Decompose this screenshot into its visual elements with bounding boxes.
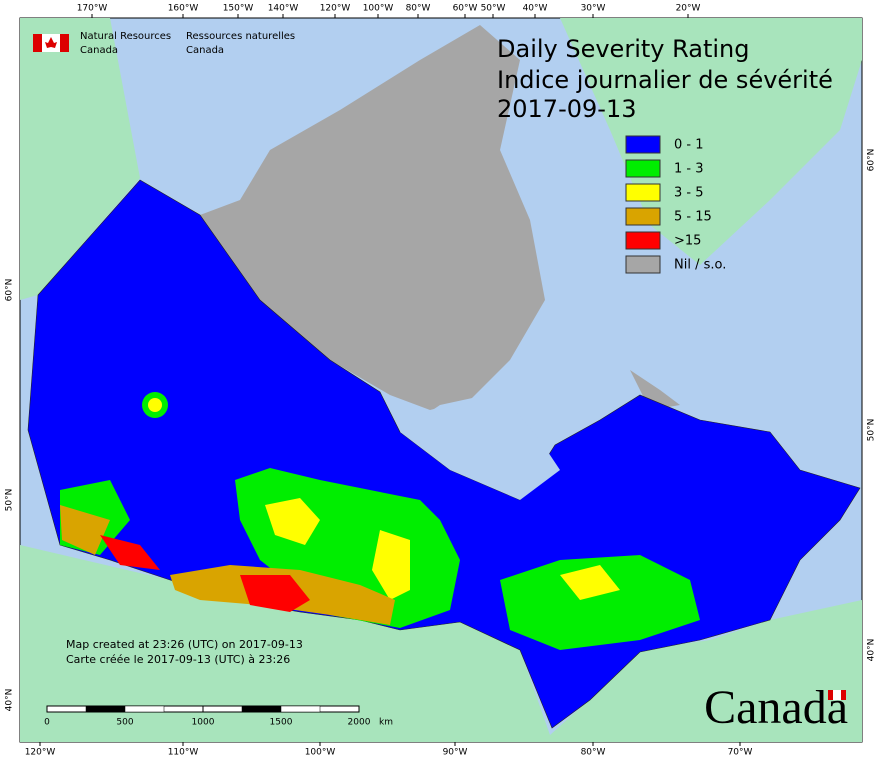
legend-swatch bbox=[625, 207, 661, 226]
legend-label: >15 bbox=[674, 234, 701, 249]
org-en: Natural Resources bbox=[80, 31, 171, 42]
longitude-label: 140°W bbox=[268, 4, 299, 14]
legend-swatch bbox=[625, 135, 661, 154]
created-en: Map created at 23:26 (UTC) on 2017-09-13 bbox=[66, 638, 303, 651]
patch-moderate bbox=[560, 565, 620, 600]
longitude-label: 50°W bbox=[481, 4, 506, 14]
legend-label: 1 - 3 bbox=[674, 162, 704, 177]
patch-low bbox=[500, 555, 700, 650]
longitude-label: 90°W bbox=[443, 748, 468, 758]
longitude-label: 160°W bbox=[168, 4, 199, 14]
labrador-nil bbox=[630, 370, 680, 410]
longitude-label: 100°W bbox=[363, 4, 394, 14]
date: 2017-09-13 bbox=[497, 95, 636, 123]
latitude-label: 60°N bbox=[867, 149, 877, 172]
longitude-label: 40°W bbox=[523, 4, 548, 14]
org-fr: Canada bbox=[186, 45, 224, 56]
wordmark: Canada bbox=[704, 681, 848, 734]
flag-bar bbox=[60, 34, 69, 52]
legend-swatch bbox=[625, 255, 661, 274]
patch-moderate bbox=[372, 530, 410, 600]
hudson-bay bbox=[400, 392, 560, 500]
scale-segment bbox=[241, 705, 282, 713]
longitude-label: 110°W bbox=[168, 748, 199, 758]
legend-label: Nil / s.o. bbox=[674, 258, 726, 273]
org-en: Canada bbox=[80, 45, 118, 56]
longitude-label: 70°W bbox=[728, 748, 753, 758]
latitude-label: 40°N bbox=[867, 639, 877, 662]
latitude-label: 50°N bbox=[867, 419, 877, 442]
arctic-islands bbox=[200, 25, 545, 410]
legend-label: 0 - 1 bbox=[674, 138, 704, 153]
longitude-label: 80°W bbox=[406, 4, 431, 14]
longitude-label: 120°W bbox=[320, 4, 351, 14]
latitude-label: 40°N bbox=[5, 689, 15, 712]
scale-label: 2000 bbox=[348, 718, 371, 728]
legend-swatch bbox=[625, 231, 661, 250]
longitude-label: 20°W bbox=[676, 4, 701, 14]
longitude-label: 80°W bbox=[581, 748, 606, 758]
patch-high bbox=[60, 505, 110, 555]
scale-label: 1000 bbox=[192, 718, 215, 728]
maple-leaf bbox=[45, 37, 57, 48]
legend-swatch bbox=[625, 159, 661, 178]
alaska bbox=[20, 18, 140, 300]
legend-swatch bbox=[625, 183, 661, 202]
wordmark-flag bbox=[833, 690, 841, 700]
longitude-label: 170°W bbox=[77, 4, 108, 14]
latitude-label: 60°N bbox=[5, 279, 15, 302]
longitude-label: 30°W bbox=[581, 4, 606, 14]
patch-moderate bbox=[265, 498, 320, 545]
title: Indice journalier de sévérité bbox=[497, 66, 833, 94]
scale-segment bbox=[124, 705, 165, 713]
title: Daily Severity Rating bbox=[497, 35, 749, 63]
patch-extreme bbox=[240, 575, 310, 612]
scale-segment bbox=[280, 705, 321, 713]
greenland bbox=[560, 18, 862, 265]
latitude-label: 50°N bbox=[5, 489, 15, 512]
flag-bar bbox=[33, 34, 42, 52]
scale-unit: km bbox=[379, 718, 393, 728]
scale-label: 1500 bbox=[270, 718, 293, 728]
patch-extreme bbox=[100, 535, 160, 570]
created-fr: Carte créée le 2017-09-13 (UTC) à 23:26 bbox=[66, 653, 290, 666]
scale-label: 0 bbox=[44, 718, 50, 728]
scale-label: 500 bbox=[116, 718, 133, 728]
patch-moderate bbox=[148, 398, 162, 412]
legend-label: 5 - 15 bbox=[674, 210, 712, 225]
longitude-label: 60°W bbox=[453, 4, 478, 14]
longitude-label: 100°W bbox=[305, 748, 336, 758]
scale-segment bbox=[85, 705, 126, 713]
org-fr: Ressources naturelles bbox=[186, 31, 295, 42]
longitude-label: 150°W bbox=[223, 4, 254, 14]
legend-label: 3 - 5 bbox=[674, 186, 704, 201]
longitude-label: 120°W bbox=[25, 748, 56, 758]
